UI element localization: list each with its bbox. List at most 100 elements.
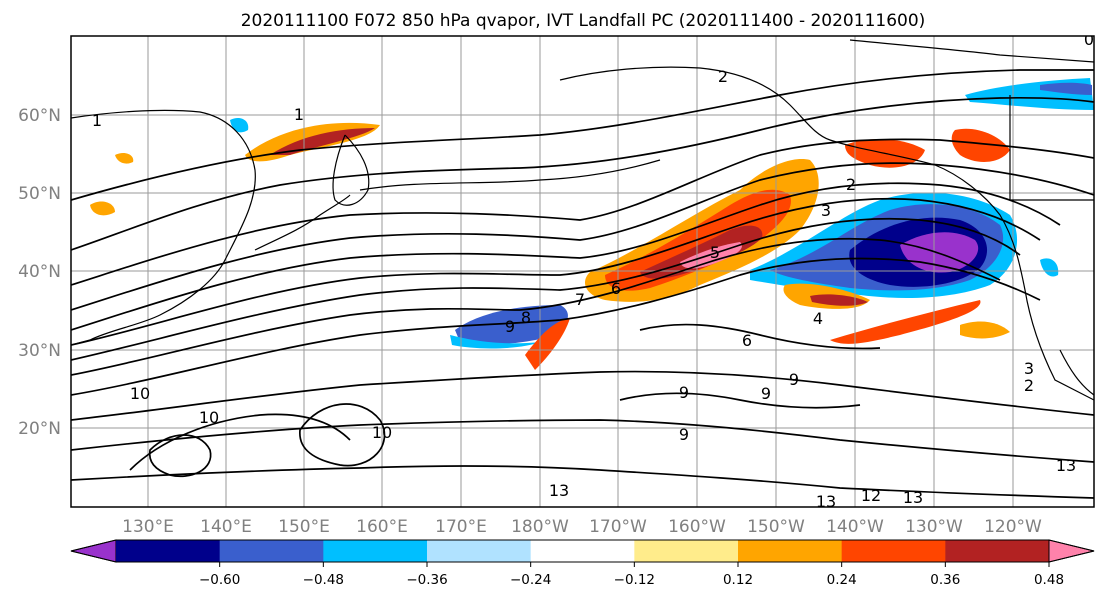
contour-line [71,465,1094,499]
positive-streak-subtropical [525,318,570,370]
contour-value-label: 8 [521,308,531,327]
colorbar-segment [219,540,324,562]
contour-line [71,237,1001,376]
contour-line [619,392,861,409]
contour-line [71,182,1061,331]
contour-value-label: 13 [1056,456,1076,475]
colorbar-segment [323,540,428,562]
longitude-label: 160°E [356,517,408,537]
negative-patch-west [230,118,249,133]
contour-line [71,138,1094,286]
colorbar-segment [530,540,635,562]
positive-patch-far-west [115,152,134,164]
contour-value-label: 0 [1084,30,1094,49]
contour-line [71,370,1094,421]
contour-value-label: 13 [549,481,569,500]
map-frame [70,35,1095,508]
longitude-label: 170°E [435,517,487,537]
contour-value-label: 1 [92,111,102,130]
positive-streak-okhotsk-core [270,128,375,155]
longitude-label: 130°E [122,517,174,537]
contour-line [71,419,1094,463]
colorbar-tick-label: 0.36 [930,572,960,588]
positive-streak-east [830,300,981,344]
positive-patch-southeast [960,321,1010,339]
coastline-mexico [1059,349,1094,396]
colorbar-segment [427,540,532,562]
colorbar-tick-label: 0.48 [1034,572,1064,588]
latitude-label: 20°N [18,419,61,439]
contour-value-label: 3 [821,201,831,220]
latitude-labels: 60°N 50°N 40°N 30°N 20°N [18,106,61,439]
contour-value-label: 7 [575,290,585,309]
contour-value-label: 9 [505,317,515,336]
colorbar-segment [634,540,739,562]
coastline-asia [71,109,256,346]
coastline-aleutians [359,159,661,191]
contour-line [129,413,351,471]
longitude-label: 130°W [905,517,963,537]
colorbar-segment [738,540,843,562]
contour-line [71,162,1094,311]
contour-value-label: 13 [816,492,836,511]
contour-line [71,96,1094,251]
contour-value-label: 6 [611,279,621,298]
positive-anomaly-max [640,225,763,279]
positive-patch-ne [951,128,1010,162]
longitude-label: 170°W [589,517,647,537]
colorbar-tick-label: −0.48 [303,572,344,588]
contour-line [639,323,881,350]
contour-line [299,403,386,467]
colorbar-tick-label: −0.60 [199,572,240,588]
contour-value-label: 4 [813,309,823,328]
negative-patch-south [1040,258,1059,277]
graticule [71,36,1094,507]
ivt-contours [71,69,1094,499]
map-title: 2020111100 F072 850 hPa qvapor, IVT Land… [241,11,926,31]
coastline-arctic [849,39,1094,63]
contour-value-label: 2 [1024,376,1034,395]
contour-line [71,69,1094,201]
positive-streak-mid-core [810,294,868,306]
border-canada-us [1009,95,1094,201]
longitude-label: 150°E [278,517,330,537]
contour-value-label: 2 [718,67,728,86]
contour-value-label: 10 [130,384,150,403]
colorbar-tick-label: 0.12 [723,572,753,588]
contour-value-label: 6 [742,331,752,350]
colorbar-segment [945,540,1050,562]
contour-line [71,217,1021,361]
colorbar-tick-label: −0.24 [510,572,551,588]
longitude-label: 160°W [668,517,726,537]
contour-value-label: 2 [846,175,856,194]
contour-value-label: 5 [710,243,720,262]
contour-value-label: 10 [372,423,392,442]
positive-patch-west [90,201,115,216]
contour-value-label: 3 [1024,359,1034,378]
longitude-label: 140°W [826,517,884,537]
colorbar-extend-low [70,539,117,563]
colorbar-segment [116,540,221,562]
colorbar-outline [70,539,1095,563]
colorbar: −0.60 −0.48 −0.36 −0.24 −0.12 0.12 0.24 0.36 0.4… [70,539,1095,588]
contour-line [71,197,1041,346]
contour-value-label: 12 [861,486,881,505]
coastline-kuril [254,194,351,251]
longitude-labels: 130°E 140°E 150°E 160°E 170°E 180°W 170°W 160°W… [122,517,1042,537]
colorbar-tick-label: −0.12 [614,572,655,588]
latitude-label: 50°N [18,184,61,204]
colorbar-extend-high [1048,539,1095,563]
colorbar-tick-label: −0.36 [406,572,447,588]
colorbar-segment [841,540,946,562]
coastline-alaska [559,66,1094,401]
contour-value-label: 9 [789,370,799,389]
contour-value-label: 10 [199,408,219,427]
coastlines [71,39,1094,401]
negative-patch-alaska-core [1040,82,1092,95]
latitude-label: 60°N [18,106,61,126]
latitude-label: 30°N [18,341,61,361]
longitude-label: 120°W [984,517,1042,537]
longitude-label: 180°W [511,517,569,537]
